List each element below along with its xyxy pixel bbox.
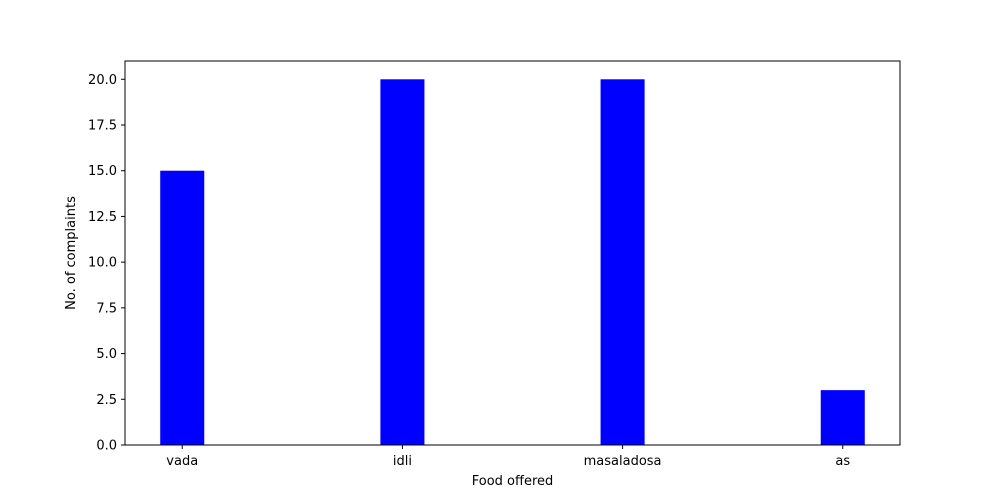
y-tick-label: 5.0 xyxy=(96,347,117,362)
y-tick-label: 15.0 xyxy=(88,164,117,179)
bar-idli xyxy=(380,79,425,446)
y-tick-label: 10.0 xyxy=(88,256,117,271)
x-tick-label: idli xyxy=(393,454,412,469)
bar-vada xyxy=(160,170,205,445)
x-tick-label: masaladosa xyxy=(584,454,662,469)
x-tick-label: as xyxy=(835,454,850,469)
y-axis-label: No. of complaints xyxy=(64,196,79,310)
y-tick-label: 7.5 xyxy=(96,301,117,316)
y-tick-label: 0.0 xyxy=(96,439,117,454)
y-tick-label: 2.5 xyxy=(96,393,117,408)
plot-frame xyxy=(124,60,901,446)
x-axis-ticks: vada idli masaladosa as xyxy=(166,445,850,469)
bar-masaladosa xyxy=(600,79,645,446)
y-axis-ticks: 0.0 2.5 5.0 7.5 10.0 12.5 15.0 17.5 20.0 xyxy=(88,73,125,454)
x-tick-label: vada xyxy=(166,454,198,469)
y-tick-label: 12.5 xyxy=(88,210,117,225)
x-axis-label: Food offered xyxy=(472,474,554,489)
y-tick-label: 20.0 xyxy=(88,73,117,88)
y-tick-label: 17.5 xyxy=(88,119,117,134)
bar-as xyxy=(820,390,865,445)
bars-group xyxy=(160,79,865,446)
